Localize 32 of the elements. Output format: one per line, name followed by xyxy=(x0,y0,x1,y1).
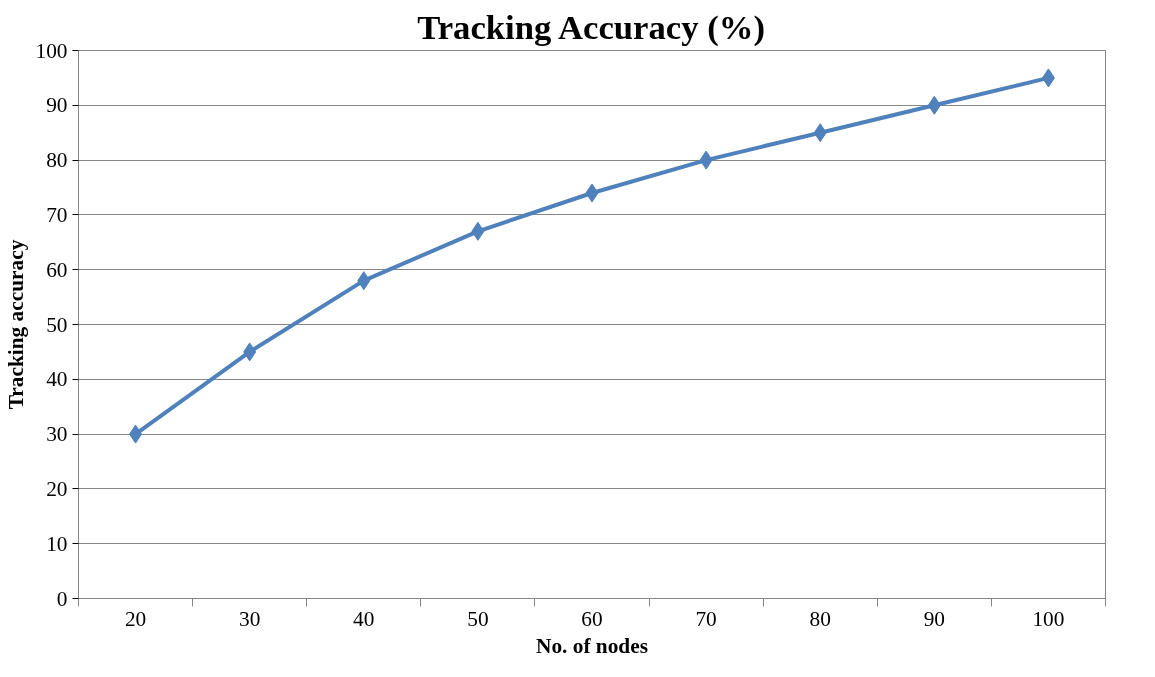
x-tick-label: 50 xyxy=(467,606,489,631)
x-tick-label: 70 xyxy=(695,606,717,631)
x-tick-label: 30 xyxy=(239,606,261,631)
y-tick-label: 20 xyxy=(46,476,68,501)
point xyxy=(471,221,485,241)
chart-title: Tracking Accuracy (%) xyxy=(417,7,765,47)
point xyxy=(699,150,713,170)
y-tick-label: 80 xyxy=(46,148,68,173)
y-tick-label: 30 xyxy=(46,422,68,447)
y-tick-label: 90 xyxy=(46,93,68,118)
y-tick-label: 60 xyxy=(46,257,68,282)
y-tick-label: 50 xyxy=(46,312,68,337)
point xyxy=(129,424,143,444)
x-axis-title: No. of nodes xyxy=(536,633,648,658)
y-axis-title: Tracking accuracy xyxy=(3,239,28,410)
point xyxy=(243,342,257,362)
x-tick-label: 60 xyxy=(581,606,603,631)
y-tick-label: 40 xyxy=(46,367,68,392)
point xyxy=(1041,68,1055,88)
y-tick-label: 0 xyxy=(56,586,68,611)
y-tick-label: 70 xyxy=(46,202,68,227)
y-tick-label: 100 xyxy=(35,38,68,63)
point xyxy=(585,183,599,203)
y-tick-label: 10 xyxy=(46,531,68,556)
x-tick-label: 20 xyxy=(124,606,147,631)
point xyxy=(927,95,941,115)
x-tick-label: 80 xyxy=(809,606,831,631)
point xyxy=(357,271,371,291)
x-tick-label: 100 xyxy=(1032,606,1065,631)
x-tick-label: 40 xyxy=(353,606,375,631)
point xyxy=(813,123,827,143)
x-tick-label: 90 xyxy=(923,606,945,631)
